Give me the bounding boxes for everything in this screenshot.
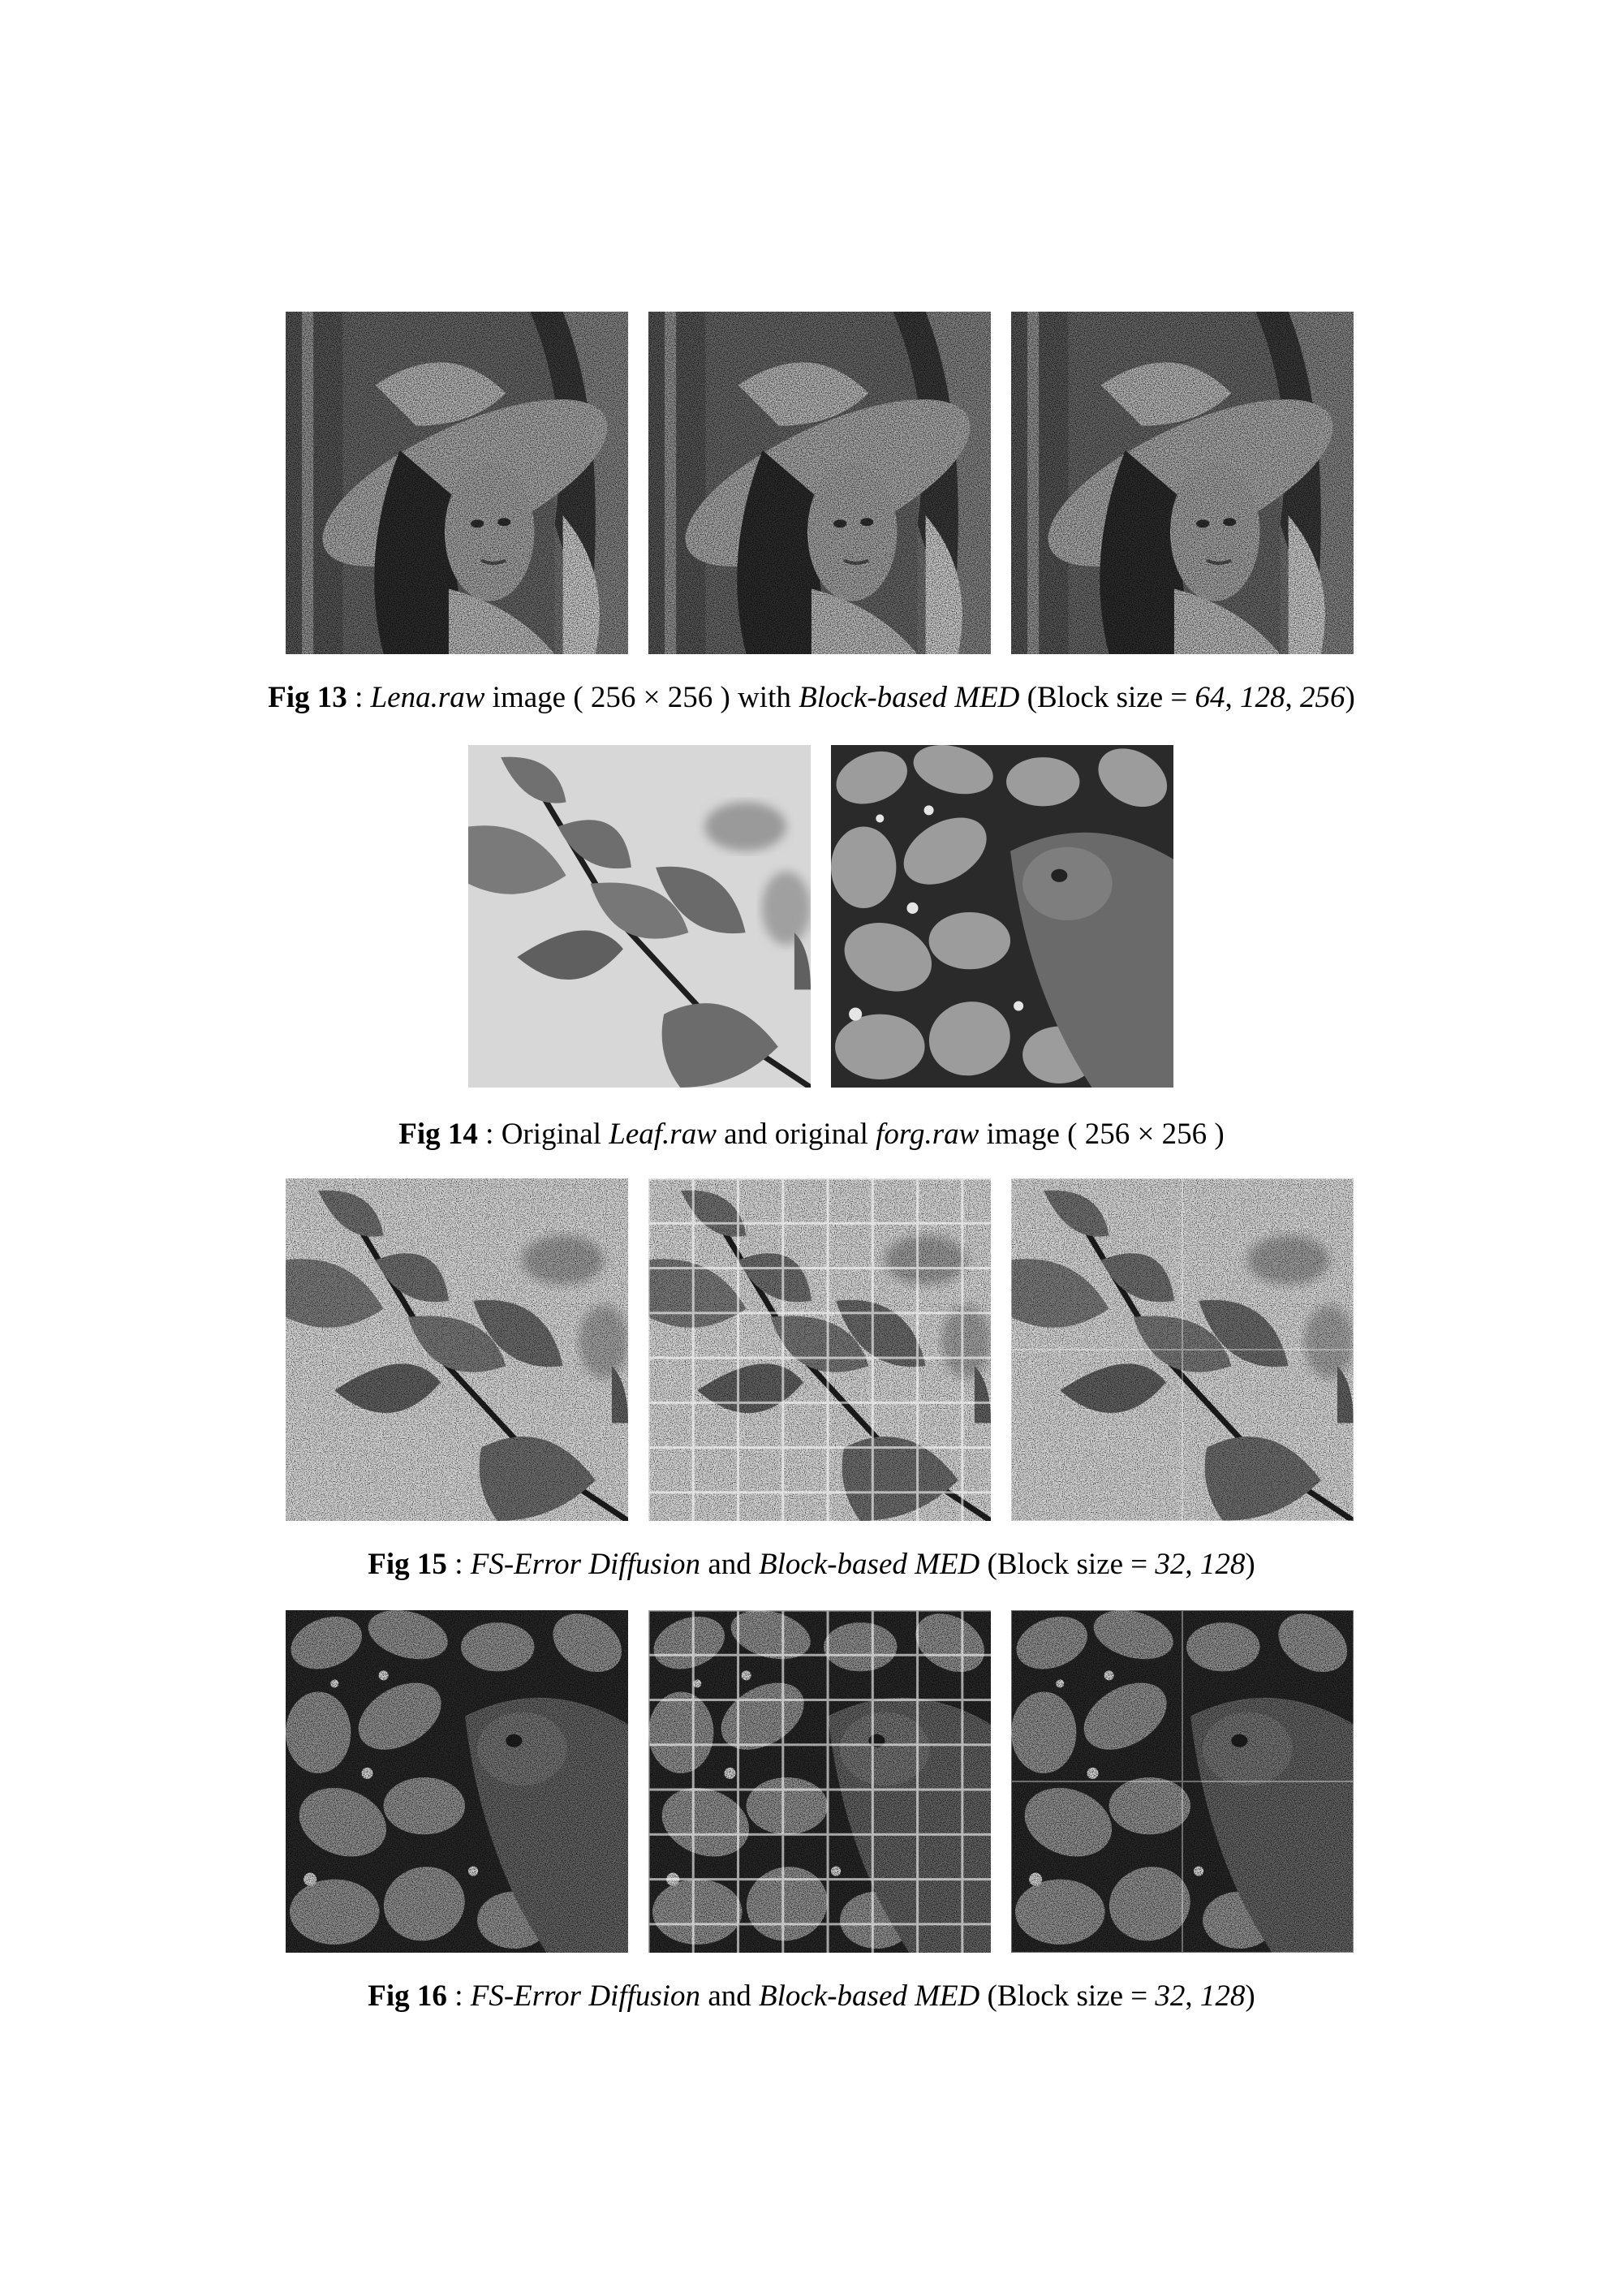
- caption-text-segment: Block-based MED: [759, 1979, 980, 2013]
- caption-text-segment: (Block size =: [979, 1548, 1156, 1581]
- figure-16-caption: Fig 16 : FS-Error Diffusion and Block-ba…: [0, 1979, 1623, 2014]
- caption-text-segment: ,: [1285, 681, 1300, 714]
- figure-14-image-frog-original: [831, 745, 1173, 1088]
- figure-13-image-block-64: [286, 312, 628, 654]
- figure-16-image-block-med-32: [648, 1610, 991, 1953]
- caption-text-segment: FS-Error Diffusion: [470, 1979, 701, 2013]
- caption-text-segment: Lena.raw: [370, 681, 485, 714]
- figure-15-image-fs-error-diffusion: [286, 1178, 628, 1521]
- caption-text-segment: (Block size =: [979, 1979, 1156, 2013]
- figure-15-label: Fig 15: [368, 1548, 447, 1581]
- caption-text-segment: (Block size =: [1019, 681, 1195, 714]
- figure-13-image-block-128: [648, 312, 991, 654]
- caption-text-segment: ): [1245, 1979, 1255, 2013]
- figure-14-image-leaf-original: [468, 745, 811, 1088]
- caption-text-segment: forg.raw: [876, 1118, 979, 1151]
- figure-16-image-block-med-128: [1011, 1610, 1354, 1953]
- caption-text-segment: ,: [1225, 681, 1240, 714]
- caption-text-segment: ,: [1185, 1548, 1200, 1581]
- figure-14-caption: Fig 14 : Original Leaf.raw and original …: [0, 1117, 1623, 1152]
- caption-text-segment: and: [700, 1548, 759, 1581]
- figure-14-label: Fig 14: [398, 1118, 478, 1151]
- caption-text-segment: ): [1345, 681, 1355, 714]
- figure-15-image-block-med-32: [648, 1178, 991, 1521]
- caption-text-segment: :: [446, 1548, 471, 1581]
- caption-text-segment: 128: [1199, 1548, 1246, 1581]
- figure-16-label: Fig 16: [368, 1979, 447, 2013]
- caption-text-segment: image ( 256 × 256 ): [979, 1118, 1225, 1151]
- caption-text-segment: ): [1245, 1548, 1255, 1581]
- caption-text-segment: :: [446, 1979, 471, 2013]
- caption-text-segment: 32: [1155, 1548, 1186, 1581]
- caption-text-segment: :: [347, 681, 371, 714]
- caption-text-segment: 128: [1199, 1979, 1246, 2013]
- caption-text-segment: Leaf.raw: [609, 1118, 717, 1151]
- caption-text-segment: FS-Error Diffusion: [470, 1548, 701, 1581]
- caption-text-segment: Block-based MED: [759, 1548, 980, 1581]
- caption-text-segment: 128: [1239, 681, 1285, 714]
- figure-15-image-block-med-128: [1011, 1178, 1354, 1521]
- caption-text-segment: 256: [1299, 681, 1345, 714]
- figure-13-caption: Fig 13 : Lena.raw image ( 256 × 256 ) wi…: [0, 680, 1623, 716]
- caption-text-segment: 64: [1195, 681, 1225, 714]
- figure-16-image-fs-error-diffusion: [286, 1610, 628, 1953]
- figure-13-image-block-256: [1011, 312, 1354, 654]
- caption-text-segment: ,: [1185, 1979, 1200, 2013]
- figure-13-label: Fig 13: [268, 681, 347, 714]
- caption-text-segment: 32: [1155, 1979, 1186, 2013]
- caption-text-segment: Block-based MED: [799, 681, 1020, 714]
- caption-text-segment: image ( 256 × 256 ) with: [484, 681, 799, 714]
- caption-text-segment: : Original: [477, 1118, 609, 1151]
- caption-text-segment: and: [700, 1979, 759, 2013]
- figure-15-caption: Fig 15 : FS-Error Diffusion and Block-ba…: [0, 1547, 1623, 1583]
- caption-text-segment: and original: [716, 1118, 876, 1151]
